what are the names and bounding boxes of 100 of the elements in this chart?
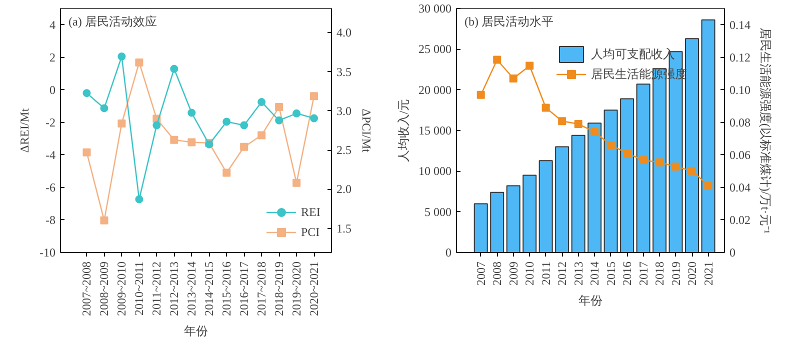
x-tick-label: 2020	[685, 262, 700, 286]
point	[590, 128, 599, 136]
point	[574, 120, 582, 128]
y2-tick-label: 0.08	[730, 115, 750, 130]
y2-tick-label: 0.02	[730, 212, 750, 227]
y-tick-label: 2	[50, 50, 56, 64]
y-tick-label: 4	[50, 18, 56, 32]
y2-axis-title: ΔPCI/Mt	[360, 108, 374, 154]
y2-tick-label: 0.06	[730, 148, 750, 162]
point	[258, 98, 266, 106]
legend-label: PCI	[301, 224, 321, 240]
x-tick-label: 2014	[588, 262, 602, 286]
x-tick-label: 2017	[636, 262, 650, 286]
y-tick-label: 0	[446, 246, 452, 260]
y2-tick-label: 0.10	[730, 82, 750, 97]
point	[188, 108, 196, 117]
point	[672, 162, 680, 171]
bar	[538, 160, 553, 252]
point	[118, 52, 126, 60]
point	[222, 168, 231, 177]
y-tick-label: 25 000	[418, 42, 452, 56]
point	[623, 149, 632, 158]
y-tick-label: -6	[46, 180, 56, 194]
y-tick-label: -10	[40, 246, 56, 260]
x-tick-label: 2012~2013	[167, 261, 182, 316]
x-tick-label: 2014~2015	[202, 261, 216, 316]
bar	[701, 19, 716, 252]
bar	[588, 122, 602, 252]
point	[135, 58, 144, 66]
y2-tick-label: 3.5	[336, 64, 352, 79]
x-tick-label: 2007	[474, 262, 488, 286]
bar	[555, 146, 570, 252]
y2-tick-label: 0.04	[730, 180, 750, 194]
y2-tick-label: 0.14	[730, 18, 750, 32]
bar	[685, 38, 700, 252]
y-tick-label: -8	[46, 212, 56, 227]
point	[152, 121, 161, 130]
x-tick-label: 2015~2016	[220, 261, 234, 316]
bar	[636, 84, 650, 252]
bar	[604, 110, 618, 252]
x-tick-label: 2011~2012	[150, 262, 164, 316]
point	[656, 158, 664, 166]
point	[240, 121, 248, 130]
point	[275, 116, 284, 124]
x-axis-title: 年份	[578, 294, 602, 308]
x-tick-label: 2016	[620, 262, 634, 286]
y2-tick-label: 4.0	[336, 26, 352, 40]
point	[135, 195, 144, 204]
x-tick-label: 2018~2019	[272, 261, 286, 316]
point	[310, 92, 318, 100]
y2-axis-title: 居民生活能源强度(以标准煤计)/万t·元⁻¹	[758, 27, 772, 234]
y2-tick-label: 2.0	[336, 182, 352, 196]
point	[118, 119, 126, 128]
y2-tick-label: 3.0	[336, 104, 352, 118]
bar	[506, 185, 520, 252]
x-axis-title: 年份	[184, 324, 208, 338]
x-tick-label: 2016~2017	[237, 261, 252, 316]
point	[558, 117, 566, 126]
x-tick-label: 2019~2020	[290, 261, 304, 316]
x-tick-label: 2012	[555, 262, 570, 286]
x-tick-label: 2015	[604, 262, 618, 286]
y-tick-label: 10 000	[418, 164, 452, 178]
point	[258, 131, 266, 140]
point	[100, 216, 108, 224]
bar	[571, 134, 586, 252]
y2-tick-label: 0.12	[730, 50, 750, 64]
point	[526, 62, 534, 70]
point	[275, 103, 284, 112]
x-tick-label: 2017~2018	[254, 261, 269, 316]
bar	[522, 174, 537, 252]
y-tick-label: 20 000	[418, 82, 452, 97]
x-tick-label: 2008~2009	[97, 261, 112, 316]
x-tick-label: 2018	[652, 262, 667, 286]
x-tick-label: 2013~2014	[184, 261, 199, 316]
y-tick-label: 15 000	[418, 124, 452, 138]
x-tick-label: 2007~2008	[80, 261, 94, 316]
y-tick-label: 0	[50, 82, 56, 97]
y-tick-label: -4	[46, 148, 56, 162]
y-axis-title: 人均收入/元	[396, 98, 410, 162]
point	[639, 156, 648, 164]
point	[188, 138, 196, 146]
x-tick-label: 2010	[522, 262, 537, 286]
bar	[620, 98, 634, 252]
point	[82, 148, 91, 156]
x-tick-label: 2013	[571, 262, 586, 286]
point	[542, 104, 550, 112]
point	[688, 166, 696, 175]
point	[704, 181, 712, 190]
x-tick-label: 2011	[538, 261, 553, 286]
point	[222, 118, 231, 126]
point	[82, 89, 91, 98]
x-tick-label: 2021	[701, 262, 716, 286]
bar	[490, 192, 504, 252]
point	[170, 136, 178, 144]
point	[292, 178, 301, 187]
text: (b) 居民活动水平	[464, 14, 554, 28]
point	[100, 104, 108, 112]
point	[476, 90, 485, 99]
x-tick-label: 2009	[506, 262, 520, 286]
point	[240, 142, 248, 151]
